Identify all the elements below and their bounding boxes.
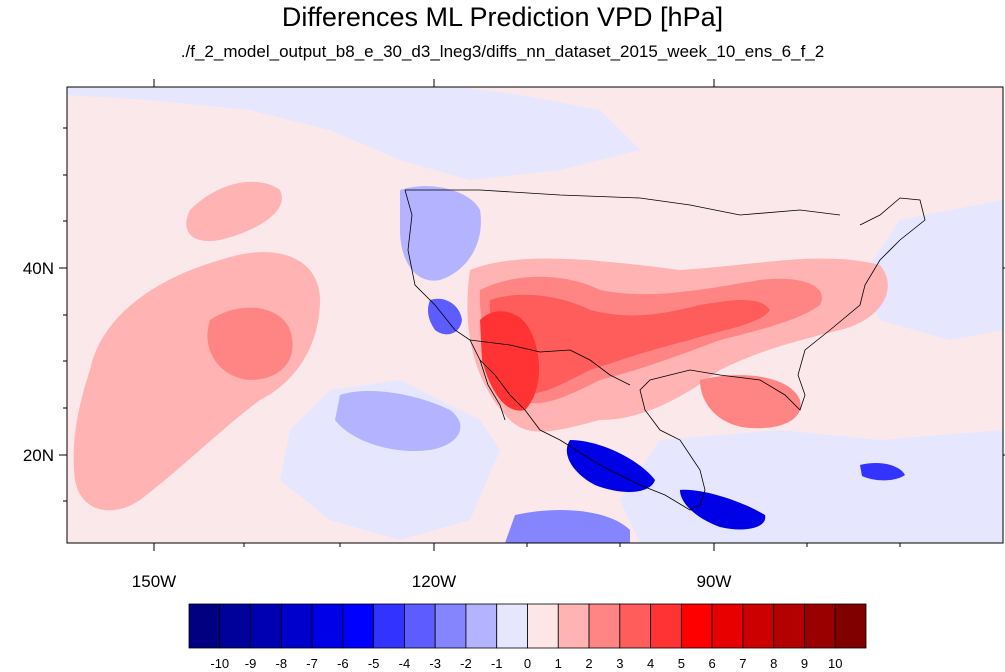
colorbar-swatch [557,603,590,649]
colorbar-label: -4 [399,656,411,671]
field-lightblue-atlantic [860,200,1003,340]
field-red-gulf [700,375,801,429]
colorbar-swatch [773,603,805,649]
colorbar-swatch [219,603,251,649]
colorbar-label: -7 [306,656,318,671]
colorbar: -10 -9 -8 -7 -6 -5 -4 -3 -2 -1 0 1 2 3 4 5 6 7 8 9 10 [188,603,867,671]
colorbar-swatch [188,603,221,649]
vpd-difference-field [67,87,1003,543]
colorbar-label: 0 [524,656,531,671]
coastlines [404,189,926,511]
field-darkblue-centralamerica [680,489,766,530]
colorbar-label: -1 [491,656,503,671]
colorbar-swatch [711,603,744,649]
colorbar-label: 4 [647,656,654,671]
field-lightblue-south [620,430,1003,543]
y-tick-label-20n: 20N [23,446,54,465]
colorbar-swatch [834,603,867,649]
colorbar-swatch [404,603,436,649]
us-canada-border [405,189,841,216]
colorbar-label: 8 [770,656,777,671]
colorbar-label: 6 [709,656,716,671]
field-red-pacific [207,307,293,380]
colorbar-label: 2 [585,656,592,671]
field-blue-caribbean [860,463,905,481]
colorbar-swatch [680,603,713,649]
colorbar-label: -6 [337,656,349,671]
colorbar-label: 7 [739,656,746,671]
colorbar-label: 1 [555,656,562,671]
colorbar-label: -10 [210,656,229,671]
colorbar-swatch [434,603,467,649]
colorbar-swatch [527,603,559,649]
us-mexico-border [469,339,631,386]
colorbar-label: 9 [801,656,808,671]
y-tick-label-40n: 40N [23,259,54,278]
north-america-coast [404,189,926,511]
plot-subtitle: ./f_2_model_output_b8_e_30_d3_lneg3/diff… [180,42,825,61]
x-tick-label-150w: 150W [132,572,176,591]
colorbar-label: -8 [276,656,288,671]
field-darkblue-mexicocoast [566,440,655,492]
colorbar-swatch [742,603,775,649]
colorbar-label: -3 [429,656,441,671]
baja-california-coast [479,359,506,421]
field-blue-eastpacific [335,390,461,451]
field-blue-southpacific [505,510,630,543]
colorbar-swatch [804,603,836,649]
colorbar-swatch [496,603,528,649]
field-deepred-southwest [480,311,540,411]
field-pink-northpacific [186,181,282,241]
field-lightblue-north [67,87,640,180]
colorbar-swatch [465,603,498,649]
colorbar-swatch [311,603,344,649]
colorbar-label: 10 [828,656,842,671]
axis-ticks [59,79,1005,551]
plot-title: Differences ML Prediction VPD [hPa] [281,2,724,32]
x-tick-label-120w: 120W [412,572,456,591]
colorbar-swatch [619,603,651,649]
colorbar-swatch [373,603,405,649]
x-tick-label-90w: 90W [697,572,732,591]
field-deepred-us [489,294,770,394]
colorbar-label: -9 [245,656,257,671]
colorbar-label: -5 [368,656,380,671]
colorbar-label: 5 [678,656,685,671]
field-blue-california [427,298,462,335]
colorbar-swatch [650,603,682,649]
colorbar-swatch [250,603,282,649]
colorbar-label: 3 [616,656,623,671]
colorbar-label: -2 [460,656,472,671]
field-blue-northwest [400,186,481,281]
colorbar-swatch [588,603,621,649]
colorbar-swatch [342,603,375,649]
colorbar-swatch [280,603,313,649]
